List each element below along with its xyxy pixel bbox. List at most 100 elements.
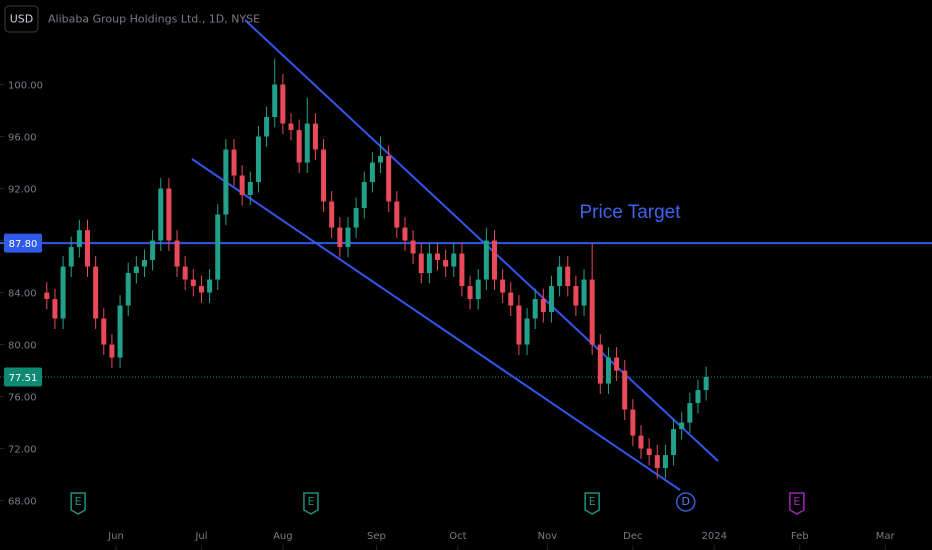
- candle-body: [394, 201, 400, 228]
- candle-body: [223, 149, 229, 215]
- candle-body: [117, 305, 123, 358]
- candle-body: [703, 376, 709, 391]
- candle-body: [215, 214, 221, 280]
- x-tick-label: Jun: [107, 531, 124, 542]
- candle-body: [93, 266, 99, 319]
- candle-body: [76, 230, 82, 248]
- candle-body: [662, 455, 668, 469]
- candle-body: [435, 253, 441, 261]
- candle-body: [557, 266, 563, 287]
- candle-body: [52, 299, 58, 319]
- candle-body: [589, 279, 595, 345]
- candle-body: [207, 279, 213, 293]
- x-tick-label: Nov: [538, 531, 558, 542]
- candle-body: [410, 240, 416, 254]
- candle-body: [426, 253, 432, 274]
- candle-body: [198, 286, 204, 293]
- candle-body: [312, 123, 318, 150]
- event-marker: [789, 492, 805, 515]
- chart-title: Alibaba Group Holdings Ltd., 1D, NYSE: [48, 13, 260, 26]
- x-tick-label: Dec: [623, 531, 642, 542]
- y-tick-label: 100.00: [8, 81, 43, 92]
- last-price-label: 77.51: [9, 373, 38, 384]
- candle-body: [60, 266, 66, 319]
- candle-body: [540, 299, 546, 313]
- candle-body: [418, 253, 424, 274]
- x-tick-label: Mar: [876, 531, 896, 542]
- candle-body: [459, 253, 465, 287]
- candle-body: [133, 266, 139, 274]
- candle-body: [150, 240, 156, 261]
- candle-body: [581, 279, 587, 306]
- candle-body: [614, 357, 620, 371]
- candle-body: [630, 409, 636, 436]
- currency-button[interactable]: [4, 5, 39, 33]
- candle-body: [361, 182, 367, 209]
- candle-body: [182, 266, 188, 280]
- event-marker: [584, 492, 600, 515]
- candle-body: [687, 403, 693, 423]
- event-marker: [676, 492, 696, 512]
- candle-body: [671, 429, 677, 456]
- event-label: D: [682, 495, 690, 508]
- y-tick-label: 76.00: [8, 393, 37, 404]
- candle-body: [402, 227, 408, 241]
- candle-body: [85, 230, 91, 267]
- candle-body: [255, 136, 261, 183]
- candle-body: [378, 156, 384, 163]
- event-label: E: [793, 495, 800, 508]
- x-tick-label: Jul: [194, 531, 207, 542]
- candle-body: [654, 455, 660, 469]
- price-target-box: [4, 233, 42, 253]
- candle-body: [321, 149, 327, 202]
- y-tick-label: 68.00: [8, 497, 37, 508]
- candle-body: [508, 292, 514, 306]
- y-tick-label: 96.00: [8, 133, 37, 144]
- candle-body: [475, 279, 481, 300]
- candle-body: [516, 305, 522, 345]
- event-label: E: [589, 495, 596, 508]
- candle-body: [239, 175, 245, 196]
- candle-body: [158, 188, 164, 241]
- y-tick-label: 92.00: [8, 185, 37, 196]
- candle-body: [467, 286, 473, 300]
- candle-body: [304, 123, 310, 163]
- event-marker: [70, 492, 86, 515]
- candle-body: [329, 201, 335, 228]
- candle-body: [231, 149, 237, 176]
- candle-body: [174, 240, 180, 267]
- y-tick-label: 84.00: [8, 289, 37, 300]
- x-tick-label: Oct: [449, 531, 466, 542]
- price-target-label: 87.80: [9, 239, 38, 250]
- x-tick-label: Sep: [367, 531, 386, 542]
- candle-body: [264, 117, 270, 137]
- event-label: E: [75, 495, 82, 508]
- candle-body: [288, 123, 294, 131]
- last-price-box: [4, 367, 42, 387]
- currency[interactable]: USD: [10, 13, 34, 26]
- y-tick-label: 80.00: [8, 341, 37, 352]
- candle-body: [337, 227, 343, 248]
- x-tick-label: 2024: [702, 531, 727, 542]
- candle-body: [548, 286, 554, 313]
- candle-body: [597, 344, 603, 384]
- candle-body: [272, 84, 278, 118]
- candle-body: [141, 260, 147, 267]
- event-marker: [303, 492, 319, 515]
- candle-body: [679, 422, 685, 430]
- candle-body: [622, 370, 628, 410]
- candle-body: [190, 279, 196, 287]
- candle-body: [247, 182, 253, 196]
- trend-line: [244, 19, 719, 462]
- candle-body: [101, 318, 107, 345]
- candle-body: [451, 253, 457, 267]
- candle-body: [68, 247, 74, 267]
- candle-body: [369, 162, 375, 183]
- candle-body: [280, 84, 286, 124]
- x-tick-label: Aug: [273, 531, 293, 542]
- candle-body: [565, 266, 571, 287]
- candle-body: [386, 156, 392, 202]
